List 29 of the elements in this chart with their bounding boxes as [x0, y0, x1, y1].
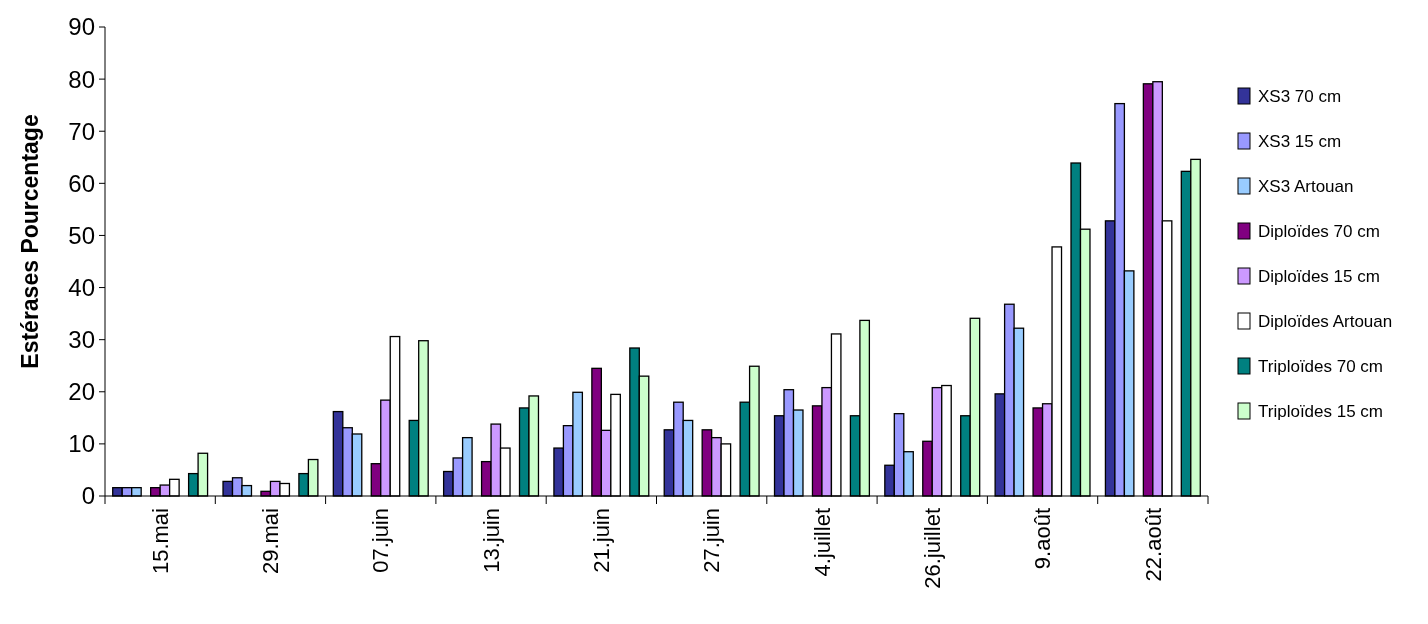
x-tick-label: 4.juillet — [809, 508, 835, 577]
x-tick-label: 26.juillet — [919, 508, 945, 589]
legend-label: XS3 15 cm — [1258, 131, 1342, 151]
y-tick-label: 70 — [68, 117, 95, 145]
x-tick-label: 15.mai — [147, 508, 173, 575]
y-tick-label: 0 — [81, 482, 95, 510]
x-tick-label: 27.juin — [699, 508, 725, 573]
y-tick-label: 20 — [68, 378, 95, 406]
y-tick-label: 60 — [68, 169, 95, 197]
y-tick-label: 90 — [68, 13, 95, 41]
x-tick-label: 22.août — [1140, 508, 1166, 582]
x-tick-label: 07.juin — [368, 508, 394, 573]
legend-label: Triploïdes 70 cm — [1258, 356, 1384, 376]
x-tick-label: 29.mai — [258, 508, 284, 575]
legend-label: Diploïdes 70 cm — [1258, 221, 1380, 241]
y-tick-label: 30 — [68, 326, 95, 354]
legend-label: Diploïdes Artouan — [1258, 311, 1393, 331]
x-tick-label: 13.juin — [478, 508, 504, 573]
y-tick-label: 10 — [68, 430, 95, 458]
x-tick-label: 21.juin — [589, 508, 615, 573]
legend-label: XS3 Artouan — [1258, 176, 1354, 196]
y-axis-title: Estérases Pourcentage — [17, 114, 43, 369]
y-tick-label: 40 — [68, 273, 95, 301]
y-tick-label: 80 — [68, 65, 95, 93]
legend-label: Triploïdes 15 cm — [1258, 401, 1384, 421]
y-tick-label: 50 — [68, 221, 95, 249]
legend-label: XS3 70 cm — [1258, 86, 1342, 106]
legend-label: Diploïdes 15 cm — [1258, 266, 1380, 286]
x-tick-label: 9.août — [1030, 508, 1056, 570]
